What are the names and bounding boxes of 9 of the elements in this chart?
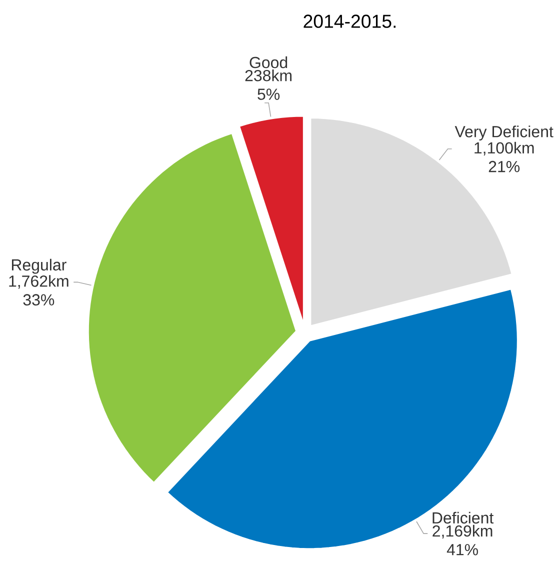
slice-label: Regular [12,258,66,274]
data-label: 2,169km 41% [432,524,492,556]
data-label: 1,100km 21% [474,142,534,172]
slice-label: Good [250,56,288,68]
data-label: 238km 5% [245,70,292,100]
slice-label: Very Deficient [454,126,554,140]
data-label: 1,762km 33% [9,275,68,306]
chart-title: 2014-2015. [304,14,396,28]
slice-label: Deficient [432,512,494,524]
